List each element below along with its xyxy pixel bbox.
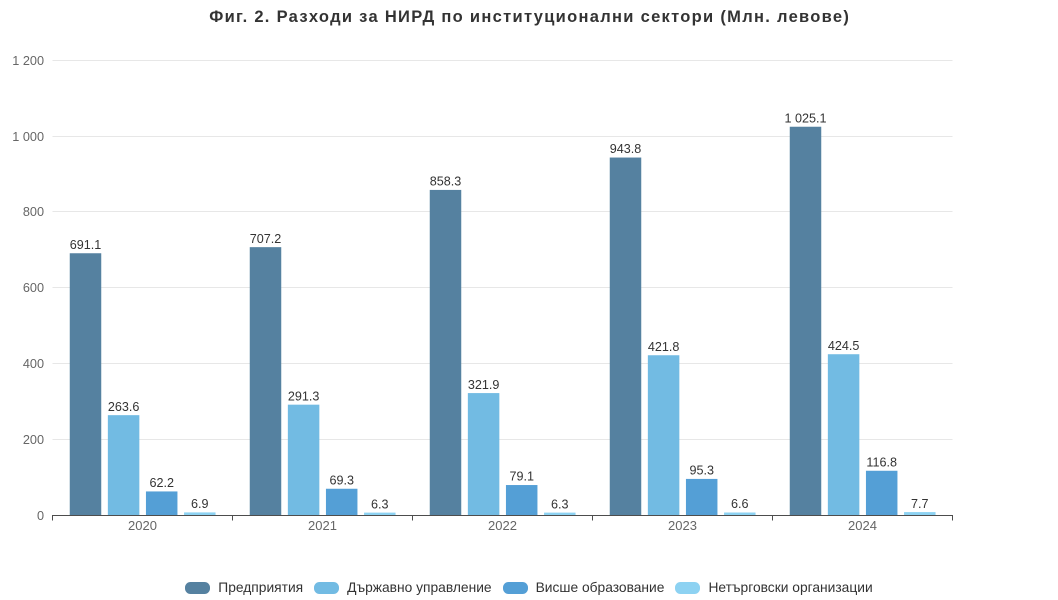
svg-text:707.2: 707.2 <box>250 232 282 246</box>
svg-text:421.8: 421.8 <box>648 340 680 354</box>
svg-text:691.1: 691.1 <box>70 238 102 252</box>
svg-text:2022: 2022 <box>488 518 517 533</box>
svg-text:2021: 2021 <box>308 518 337 533</box>
svg-text:69.3: 69.3 <box>329 473 354 487</box>
svg-text:0: 0 <box>37 509 44 523</box>
svg-text:2024: 2024 <box>848 518 877 533</box>
svg-text:1 025.1: 1 025.1 <box>784 111 826 125</box>
svg-text:1 000: 1 000 <box>12 130 44 144</box>
svg-text:116.8: 116.8 <box>866 455 897 469</box>
svg-text:424.5: 424.5 <box>828 339 860 353</box>
svg-text:800: 800 <box>23 205 44 219</box>
svg-text:95.3: 95.3 <box>689 464 714 478</box>
svg-text:2020: 2020 <box>128 518 157 533</box>
svg-text:6.3: 6.3 <box>371 497 389 511</box>
svg-text:6.6: 6.6 <box>731 497 749 511</box>
svg-text:6.3: 6.3 <box>551 497 569 511</box>
svg-text:263.6: 263.6 <box>108 400 140 414</box>
svg-text:943.8: 943.8 <box>610 142 642 156</box>
svg-text:7.7: 7.7 <box>911 497 929 511</box>
svg-text:79.1: 79.1 <box>509 470 534 484</box>
svg-text:400: 400 <box>23 357 44 371</box>
svg-text:6.9: 6.9 <box>191 497 209 511</box>
svg-text:62.2: 62.2 <box>149 476 174 490</box>
svg-text:600: 600 <box>23 281 44 295</box>
svg-text:Фиг. 2. Разходи за НИРД по инс: Фиг. 2. Разходи за НИРД по институционал… <box>209 8 850 26</box>
svg-text:321.9: 321.9 <box>468 378 500 392</box>
svg-text:2023: 2023 <box>668 518 697 533</box>
svg-text:200: 200 <box>23 433 44 447</box>
svg-text:291.3: 291.3 <box>288 389 320 403</box>
svg-text:858.3: 858.3 <box>430 175 462 189</box>
svg-text:1 200: 1 200 <box>12 54 44 68</box>
